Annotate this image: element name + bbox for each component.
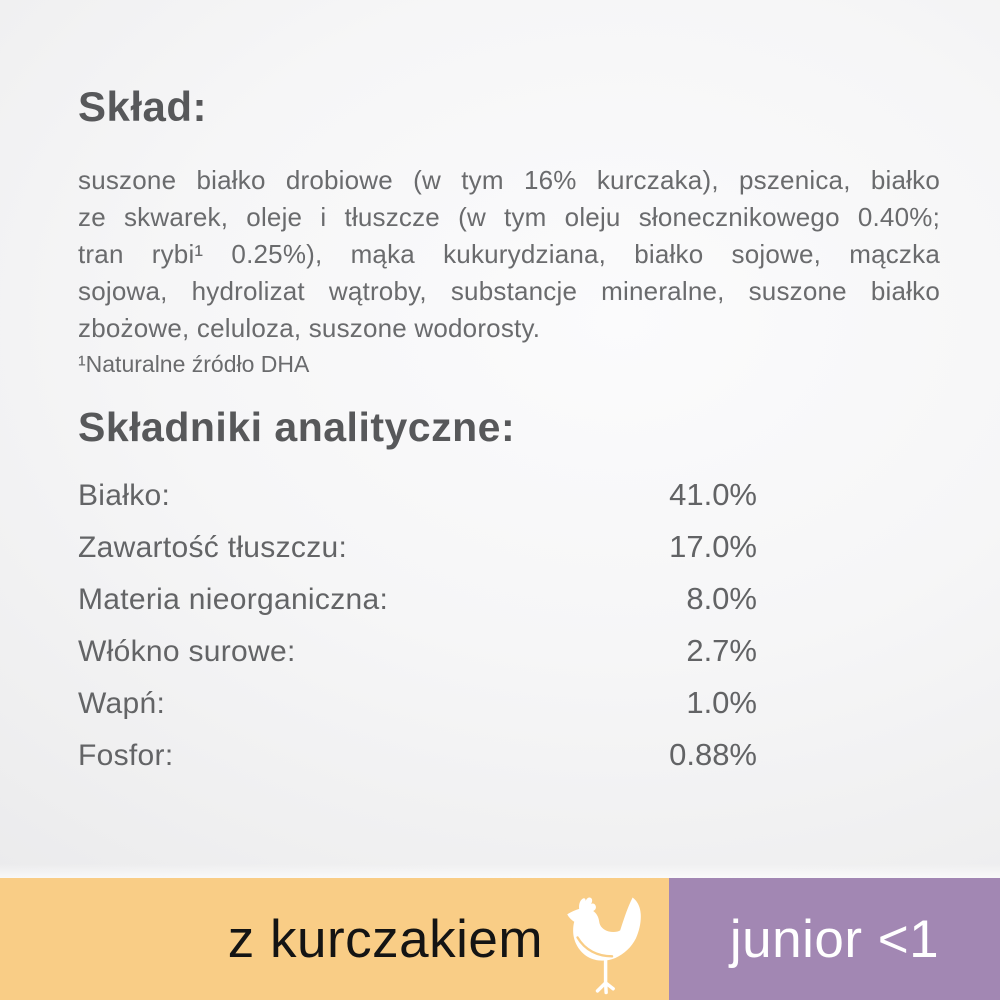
ingredients-paragraph: suszone białko drobiowe (w tym 16% kurcz… xyxy=(78,162,940,347)
table-row: Białko: 41.0% xyxy=(78,469,757,521)
nutrient-value: 17.0% xyxy=(669,529,757,564)
ingredients-heading: Skład: xyxy=(78,83,208,130)
bottom-bar-highlight xyxy=(0,864,1000,878)
table-row: Fosfor: 0.88% xyxy=(78,729,757,781)
flavor-banner-chicken: z kurczakiem xyxy=(0,878,669,1000)
label-content: Skład: suszone białko drobiowe (w tym 16… xyxy=(78,83,940,781)
table-row: Włókno surowe: 2.7% xyxy=(78,625,757,677)
dha-footnote: ¹Naturalne źródło DHA xyxy=(78,351,310,377)
nutrient-label: Zawartość tłuszczu: xyxy=(78,531,348,564)
flavor-label: z kurczakiem xyxy=(227,909,543,969)
nutrient-label: Wapń: xyxy=(78,687,166,720)
table-row: Materia nieorganiczna: 8.0% xyxy=(78,573,757,625)
variant-banner: z kurczakiem junior <1 xyxy=(0,878,1000,1000)
chicken-icon xyxy=(557,890,665,1000)
ingredients-line: sojowa, hydrolizat wątroby, substancje m… xyxy=(78,276,940,306)
analytical-heading: Składniki analityczne: xyxy=(78,404,516,450)
ingredients-line: ze skwarek, oleje i tłuszcze (w tym olej… xyxy=(78,202,940,232)
age-label: junior <1 xyxy=(729,909,940,969)
table-row: Zawartość tłuszczu: 17.0% xyxy=(78,521,757,573)
nutrient-value: 0.88% xyxy=(669,737,757,772)
nutrient-value: 8.0% xyxy=(686,581,757,616)
nutrient-label: Materia nieorganiczna: xyxy=(78,583,389,616)
ingredients-line: zbożowe, celuloza, suszone wodorosty. xyxy=(78,313,541,343)
nutrient-label: Włókno surowe: xyxy=(78,635,296,668)
nutrient-label: Fosfor: xyxy=(78,739,174,772)
ingredients-line: tran rybi¹ 0.25%), mąka kukurydziana, bi… xyxy=(78,239,940,269)
nutrient-value: 41.0% xyxy=(669,477,757,512)
nutrient-value: 2.7% xyxy=(686,633,757,668)
nutrient-value: 1.0% xyxy=(686,685,757,720)
age-banner-junior: junior <1 xyxy=(669,878,1000,1000)
ingredients-line: suszone białko drobiowe (w tym 16% kurcz… xyxy=(78,165,940,195)
analytical-table: Białko: 41.0% Zawartość tłuszczu: 17.0% … xyxy=(78,469,757,781)
nutrient-label: Białko: xyxy=(78,479,171,512)
table-row: Wapń: 1.0% xyxy=(78,677,757,729)
